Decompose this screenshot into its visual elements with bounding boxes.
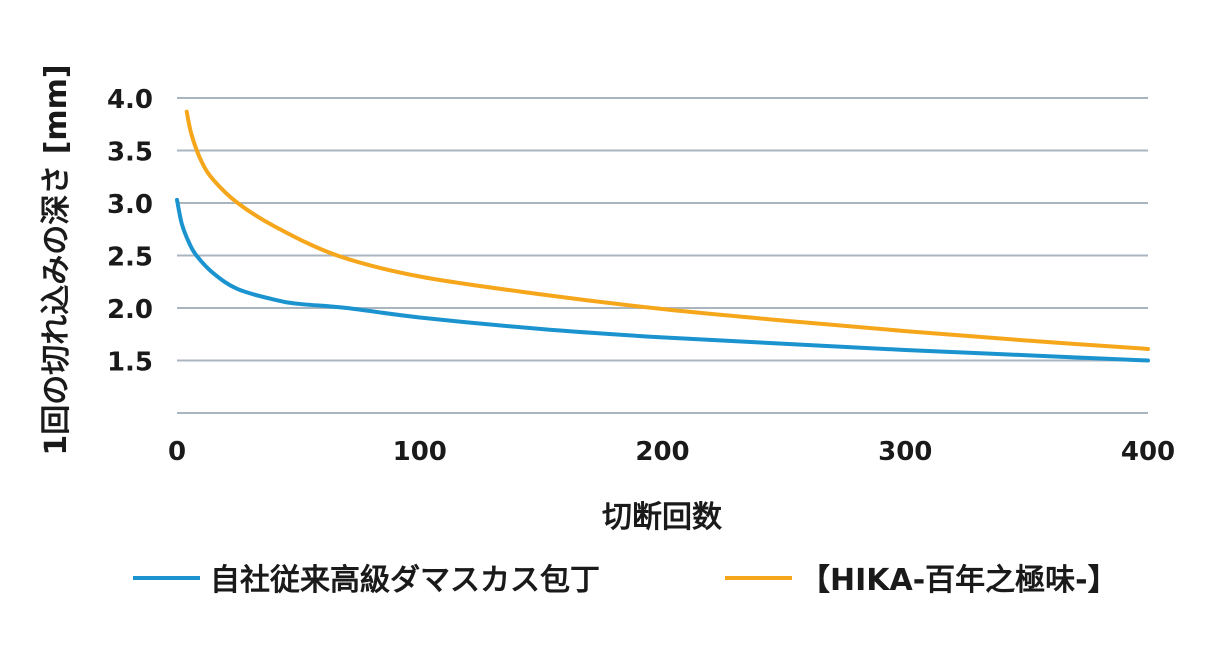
series-line-0	[175, 197, 1150, 363]
x-tick-label: 0	[168, 437, 186, 467]
y-tick-label: 3.0	[107, 190, 153, 220]
y-tick-labels: 1.5 2.0 2.5 3.0 3.5 4.0	[107, 85, 153, 378]
x-tick-label: 200	[635, 437, 689, 467]
y-axis-label: 1回の切れ込みの深さ [mm]	[39, 64, 74, 455]
x-tick-label: 400	[1121, 437, 1175, 467]
x-tick-labels: 0 100 200 300 400	[168, 437, 1175, 467]
legend-label-1: 【HIKA-百年之極味-】	[800, 563, 1118, 598]
y-tick-label: 1.5	[107, 348, 153, 378]
series-line-1	[184, 109, 1150, 351]
y-tick-label: 4.0	[107, 85, 153, 115]
series-lines	[175, 109, 1150, 363]
legend: 自社従来高級ダマスカス包丁 【HIKA-百年之極味-】	[133, 563, 1118, 598]
x-tick-label: 300	[878, 437, 932, 467]
x-axis-label: 切断回数	[602, 500, 723, 535]
y-tick-label: 2.5	[107, 243, 153, 273]
x-tick-label: 100	[393, 437, 447, 467]
grid-lines	[177, 97, 1148, 414]
legend-label-0: 自社従来高級ダマスカス包丁	[210, 563, 600, 598]
y-tick-label: 2.0	[107, 295, 153, 325]
y-tick-label: 3.5	[107, 138, 153, 168]
